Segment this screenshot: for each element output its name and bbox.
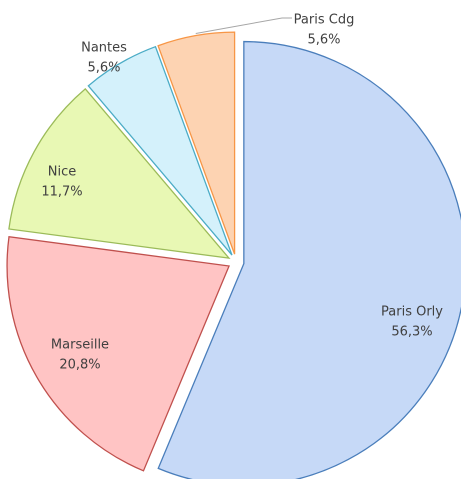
pie-slice [157, 40, 461, 483]
pie-slice [87, 45, 233, 256]
slice-value: 5,6% [307, 33, 340, 48]
slice-label: Nantes [81, 41, 127, 56]
slice-label: Nice [48, 165, 76, 180]
leader-line [195, 17, 292, 35]
slice-label: Paris Orly [381, 305, 443, 320]
slice-value: 56,3% [391, 325, 432, 340]
slice-value: 20,8% [59, 358, 100, 373]
pie-slice [8, 87, 231, 260]
slice-value: 11,7% [41, 185, 82, 200]
slice-value: 5,6% [87, 61, 120, 76]
slice-label: Marseille [51, 338, 109, 353]
pie-slice [157, 31, 236, 255]
pie-slice [6, 236, 230, 472]
slice-label: Paris Cdg [294, 13, 355, 28]
